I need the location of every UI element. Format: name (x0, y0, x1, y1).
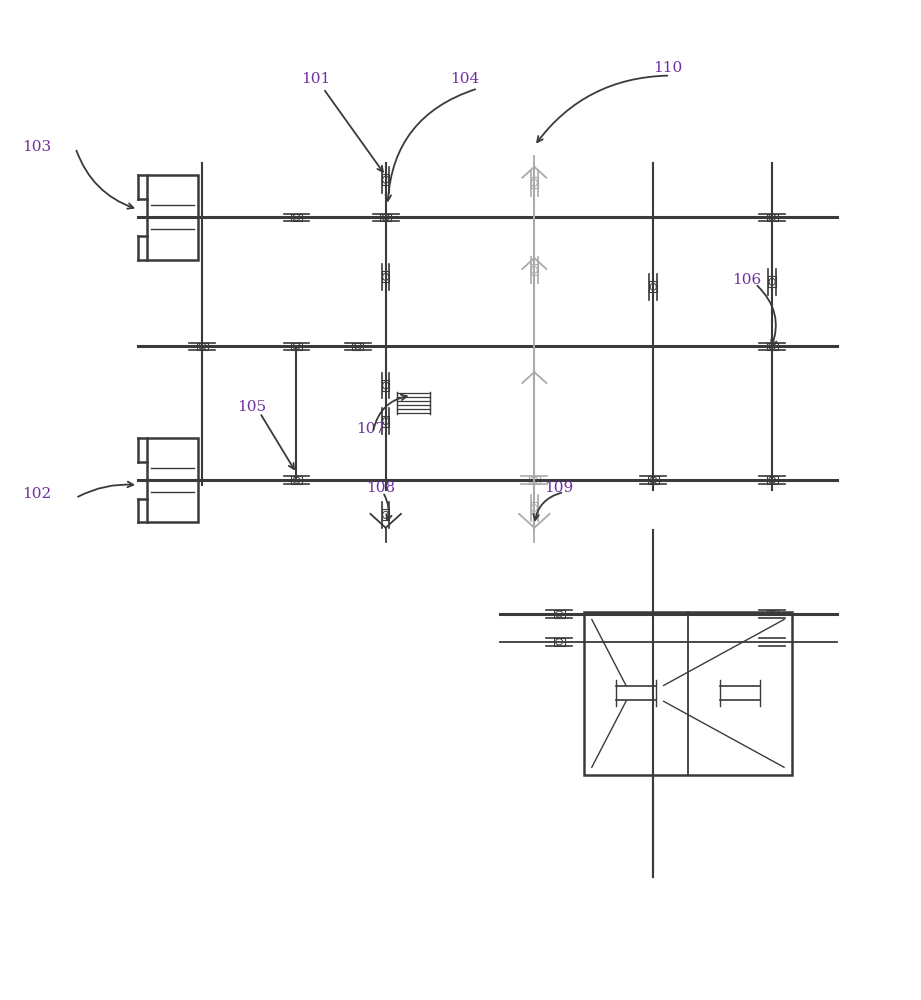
FancyBboxPatch shape (530, 264, 538, 275)
Bar (146, 438, 198, 522)
Ellipse shape (650, 283, 657, 290)
Text: 107: 107 (356, 422, 385, 436)
FancyBboxPatch shape (382, 416, 390, 427)
FancyBboxPatch shape (554, 638, 565, 646)
Ellipse shape (769, 611, 775, 617)
FancyBboxPatch shape (766, 343, 777, 350)
Ellipse shape (531, 266, 537, 273)
FancyBboxPatch shape (768, 276, 775, 287)
FancyBboxPatch shape (291, 343, 302, 350)
Ellipse shape (355, 343, 361, 349)
Text: 103: 103 (22, 140, 52, 154)
FancyBboxPatch shape (554, 610, 565, 618)
Text: 109: 109 (544, 481, 574, 495)
FancyBboxPatch shape (649, 281, 657, 292)
Ellipse shape (293, 343, 300, 349)
Text: 101: 101 (301, 72, 331, 86)
Text: 102: 102 (22, 487, 52, 501)
Ellipse shape (530, 477, 538, 483)
Ellipse shape (293, 477, 300, 483)
Ellipse shape (555, 611, 563, 617)
Ellipse shape (769, 477, 775, 483)
Ellipse shape (769, 343, 775, 349)
FancyBboxPatch shape (197, 343, 208, 350)
Text: 105: 105 (237, 400, 266, 414)
Ellipse shape (769, 278, 775, 285)
Ellipse shape (769, 214, 775, 220)
Bar (584, 612, 792, 775)
FancyBboxPatch shape (766, 476, 777, 484)
FancyBboxPatch shape (380, 214, 391, 221)
Ellipse shape (382, 214, 390, 220)
FancyBboxPatch shape (529, 476, 540, 484)
FancyBboxPatch shape (382, 509, 390, 520)
FancyBboxPatch shape (766, 638, 777, 646)
Ellipse shape (531, 504, 537, 511)
Ellipse shape (382, 273, 389, 280)
Ellipse shape (769, 639, 775, 645)
Ellipse shape (382, 382, 389, 389)
FancyBboxPatch shape (647, 476, 659, 484)
Ellipse shape (293, 214, 300, 220)
FancyBboxPatch shape (766, 610, 777, 618)
Text: 106: 106 (732, 273, 762, 287)
Ellipse shape (382, 511, 389, 518)
FancyBboxPatch shape (382, 174, 390, 185)
Text: 104: 104 (450, 72, 479, 86)
FancyBboxPatch shape (766, 214, 777, 221)
FancyBboxPatch shape (530, 177, 538, 188)
FancyBboxPatch shape (382, 271, 390, 282)
FancyBboxPatch shape (382, 380, 390, 391)
Ellipse shape (382, 418, 389, 425)
FancyBboxPatch shape (530, 502, 538, 513)
Text: 108: 108 (366, 481, 395, 495)
Ellipse shape (649, 477, 657, 483)
FancyBboxPatch shape (353, 343, 364, 350)
FancyBboxPatch shape (291, 476, 302, 484)
Text: 110: 110 (653, 61, 682, 75)
Ellipse shape (531, 179, 537, 186)
Ellipse shape (555, 639, 563, 645)
Ellipse shape (382, 176, 389, 183)
FancyBboxPatch shape (291, 214, 302, 221)
Bar (146, 175, 198, 260)
Ellipse shape (199, 343, 206, 349)
